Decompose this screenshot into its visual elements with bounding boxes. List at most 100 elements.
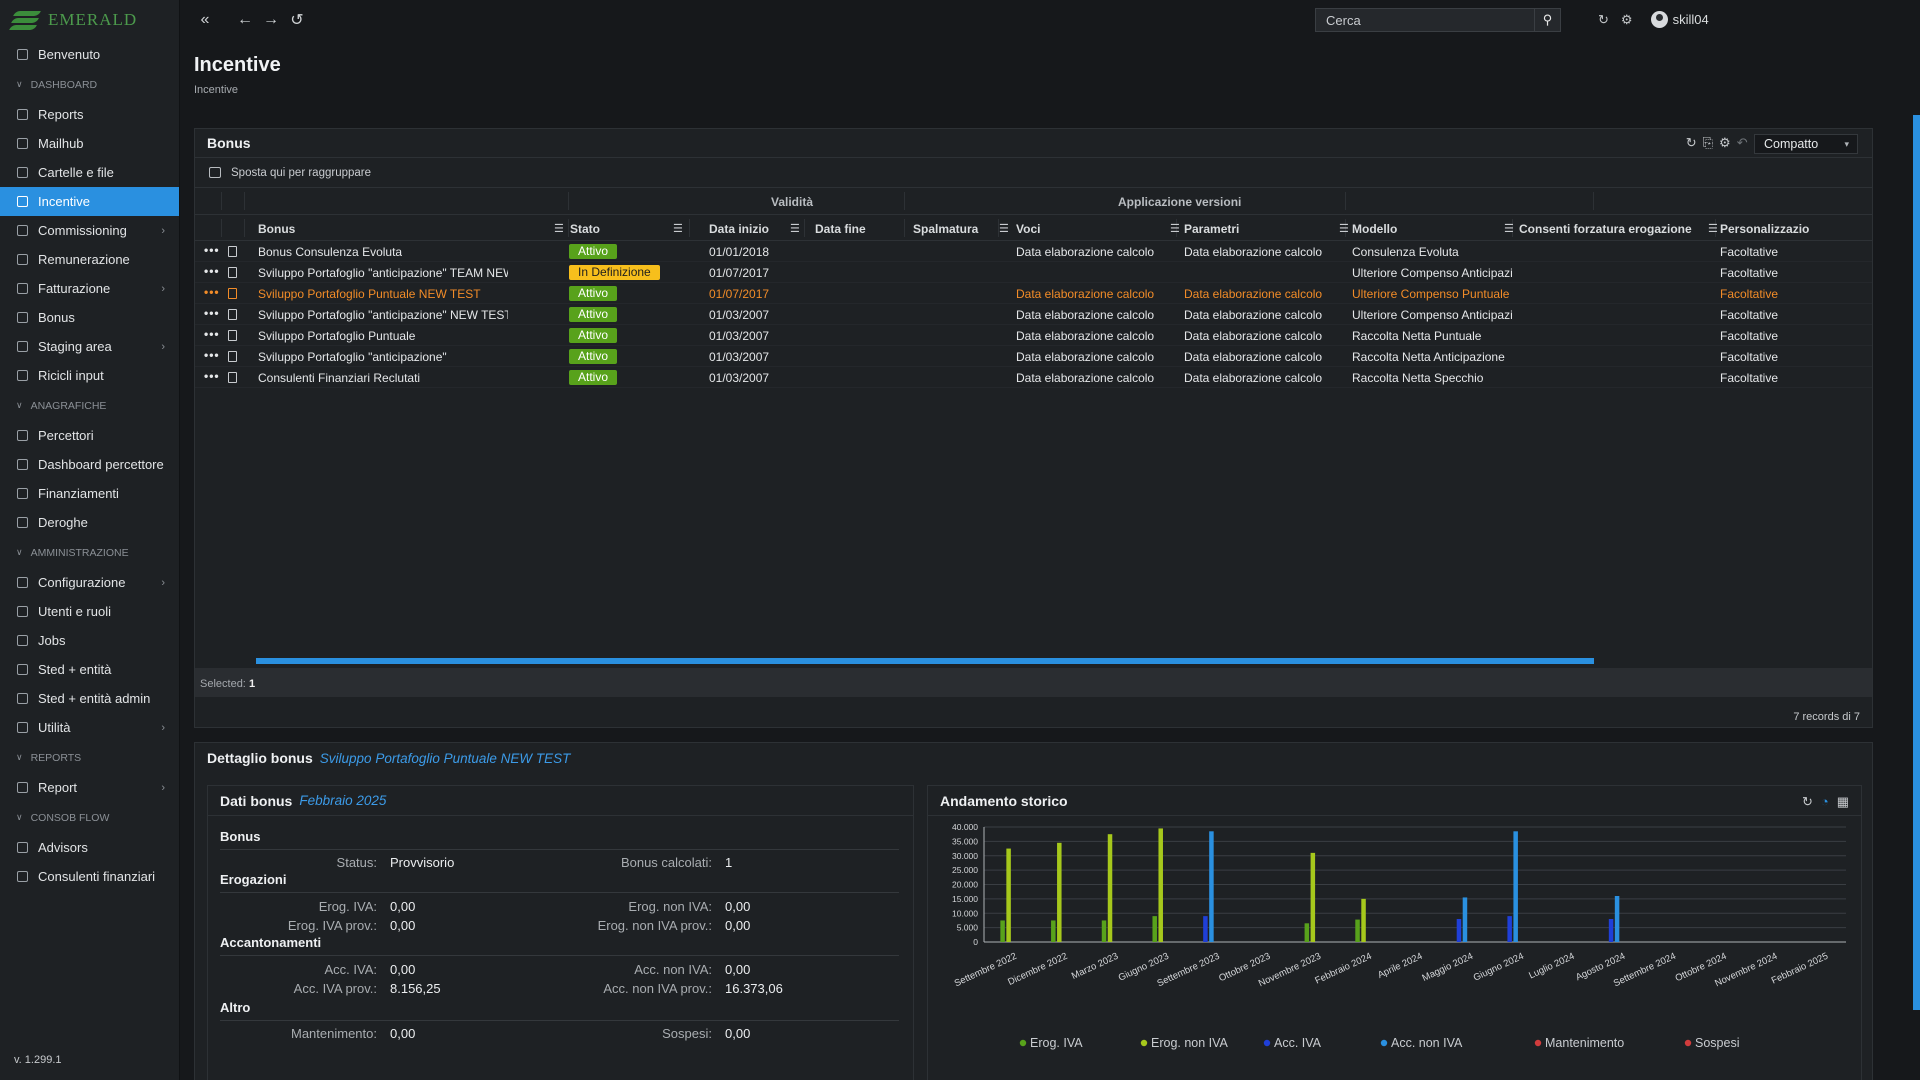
- sidebar-item[interactable]: Staging area ›: [0, 332, 179, 361]
- search-input[interactable]: [1316, 9, 1534, 31]
- column-header[interactable]: Consenti forzatura erogazione: [1519, 222, 1692, 236]
- sidebar-section[interactable]: ∨ CONSOB FLOW: [0, 802, 179, 833]
- column-header[interactable]: Spalmatura: [913, 222, 979, 236]
- column-menu-icon[interactable]: ☰: [1339, 223, 1349, 235]
- breadcrumb[interactable]: Incentive: [194, 84, 239, 96]
- sidebar-item[interactable]: Finanziamenti: [0, 479, 179, 508]
- sidebar-item[interactable]: Deroghe: [0, 508, 179, 537]
- column-divider[interactable]: [689, 219, 690, 237]
- document-icon[interactable]: [228, 330, 237, 341]
- column-menu-icon[interactable]: ☰: [1170, 223, 1180, 235]
- user-menu[interactable]: skill04: [1650, 11, 1709, 28]
- emerald-logo[interactable]: EMERALD: [0, 0, 179, 40]
- row-actions-icon[interactable]: •••: [204, 243, 220, 257]
- column-menu-icon[interactable]: ☰: [1504, 223, 1514, 235]
- group-by-area[interactable]: Sposta qui per raggruppare: [195, 158, 1872, 188]
- table-row[interactable]: ••• Consulenti Finanziari Reclutati Attivo…: [195, 367, 1872, 388]
- sidebar-section[interactable]: ∨ REPORTS: [0, 742, 179, 773]
- chevron-down-icon[interactable]: ∨: [16, 79, 23, 89]
- table-row[interactable]: ••• Sviluppo Portafoglio Puntuale Attivo 01…: [195, 325, 1872, 346]
- row-actions-icon[interactable]: •••: [204, 264, 220, 278]
- column-divider[interactable]: [904, 219, 905, 237]
- column-menu-icon[interactable]: ☰: [1708, 223, 1718, 235]
- sidebar-item[interactable]: Cartelle e file: [0, 158, 179, 187]
- chevron-down-icon[interactable]: ∨: [16, 752, 23, 762]
- row-actions-icon[interactable]: •••: [204, 306, 220, 320]
- row-actions-icon[interactable]: •••: [204, 348, 220, 362]
- table-row[interactable]: ••• Bonus Consulenza Evoluta Attivo 01/01/2…: [195, 241, 1872, 262]
- column-divider[interactable]: [568, 219, 569, 237]
- column-divider[interactable]: [244, 219, 245, 237]
- sidebar-item[interactable]: Percettori: [0, 421, 179, 450]
- refresh-icon[interactable]: ↻: [1801, 794, 1813, 809]
- table-view-icon[interactable]: ▦: [1836, 794, 1849, 809]
- horizontal-scrollbar[interactable]: [256, 658, 1594, 664]
- table-row[interactable]: ••• Sviluppo Portafoglio "anticipazione" A…: [195, 346, 1872, 367]
- row-actions-icon[interactable]: •••: [204, 369, 220, 383]
- forward-arrow-icon[interactable]: →: [263, 11, 279, 28]
- sidebar-item[interactable]: Ricicli input: [0, 361, 179, 390]
- sidebar-item[interactable]: Remunerazione: [0, 245, 179, 274]
- search-icon[interactable]: ⚲: [1534, 9, 1560, 31]
- row-actions-icon[interactable]: •••: [204, 327, 220, 341]
- document-icon[interactable]: [228, 372, 237, 383]
- sidebar-item[interactable]: Report ›: [0, 773, 179, 802]
- column-header[interactable]: Bonus: [258, 222, 296, 236]
- sidebar-item[interactable]: Bonus: [0, 303, 179, 332]
- history-icon[interactable]: ↺: [290, 12, 304, 29]
- sidebar-item[interactable]: Commissioning ›: [0, 216, 179, 245]
- column-menu-icon[interactable]: ☰: [999, 223, 1009, 235]
- sidebar-item[interactable]: Consulenti finanziari: [0, 862, 179, 891]
- table-row[interactable]: ••• Sviluppo Portafoglio Puntuale NEW TES…: [195, 283, 1872, 304]
- export-icon[interactable]: ⎘: [1702, 135, 1714, 150]
- sidebar-item[interactable]: Advisors: [0, 833, 179, 862]
- page-scrollbar[interactable]: [1913, 115, 1920, 1010]
- document-icon[interactable]: [228, 288, 237, 299]
- column-menu-icon[interactable]: ☰: [554, 223, 564, 235]
- sidebar-section[interactable]: ∨ ANAGRAFICHE: [0, 390, 179, 421]
- view-mode-select[interactable]: Compatto: [1754, 134, 1858, 154]
- table-row[interactable]: ••• Sviluppo Portafoglio "anticipazione" …: [195, 304, 1872, 325]
- sidebar-item[interactable]: Mailhub: [0, 129, 179, 158]
- column-divider[interactable]: [804, 219, 805, 237]
- column-divider[interactable]: [1176, 219, 1177, 237]
- sidebar-item[interactable]: Fatturazione ›: [0, 274, 179, 303]
- column-header[interactable]: Stato: [570, 222, 600, 236]
- sidebar-item[interactable]: Configurazione ›: [0, 568, 179, 597]
- column-menu-icon[interactable]: ☰: [790, 223, 800, 235]
- column-divider[interactable]: [1512, 219, 1513, 237]
- table-row[interactable]: ••• Sviluppo Portafoglio "anticipazione" …: [195, 262, 1872, 283]
- document-icon[interactable]: [228, 351, 237, 362]
- chart-view-icon[interactable]: ◔: [1820, 794, 1829, 809]
- sidebar-section[interactable]: ∨ AMMINISTRAZIONE: [0, 537, 179, 568]
- column-header[interactable]: Voci: [1016, 222, 1041, 236]
- column-divider[interactable]: [998, 219, 999, 237]
- column-header[interactable]: Modello: [1352, 222, 1398, 236]
- column-header[interactable]: Data inizio: [709, 222, 770, 236]
- column-header[interactable]: Parametri: [1184, 222, 1240, 236]
- sidebar-item[interactable]: Incentive: [0, 187, 179, 216]
- sidebar-item[interactable]: Dashboard percettore: [0, 450, 179, 479]
- column-divider[interactable]: [221, 219, 222, 237]
- chevron-down-icon[interactable]: ∨: [16, 400, 23, 410]
- sidebar-section[interactable]: ∨ DASHBOARD: [0, 69, 179, 100]
- settings-gear-icon[interactable]: ⚙: [1719, 135, 1731, 150]
- sidebar-item[interactable]: Sted + entità admin: [0, 684, 179, 713]
- refresh-icon[interactable]: ↻: [1598, 11, 1609, 27]
- collapse-sidebar-icon[interactable]: «: [200, 11, 210, 28]
- sidebar-item[interactable]: Utenti e ruoli: [0, 597, 179, 626]
- row-actions-icon[interactable]: •••: [204, 285, 220, 299]
- sidebar-item[interactable]: Utilità ›: [0, 713, 179, 742]
- document-icon[interactable]: [228, 246, 237, 257]
- column-header[interactable]: Personalizzazio: [1720, 222, 1810, 236]
- settings-gear-icon[interactable]: ⚙: [1620, 11, 1633, 27]
- chevron-down-icon[interactable]: ∨: [16, 547, 23, 557]
- back-arrow-icon[interactable]: ←: [237, 11, 253, 28]
- column-menu-icon[interactable]: ☰: [673, 223, 683, 235]
- column-divider[interactable]: [1715, 219, 1716, 237]
- chevron-down-icon[interactable]: ∨: [16, 812, 23, 822]
- column-header[interactable]: Data fine: [815, 222, 866, 236]
- sidebar-item[interactable]: Reports: [0, 100, 179, 129]
- document-icon[interactable]: [228, 267, 237, 278]
- sidebar-item[interactable]: Benvenuto: [0, 40, 179, 69]
